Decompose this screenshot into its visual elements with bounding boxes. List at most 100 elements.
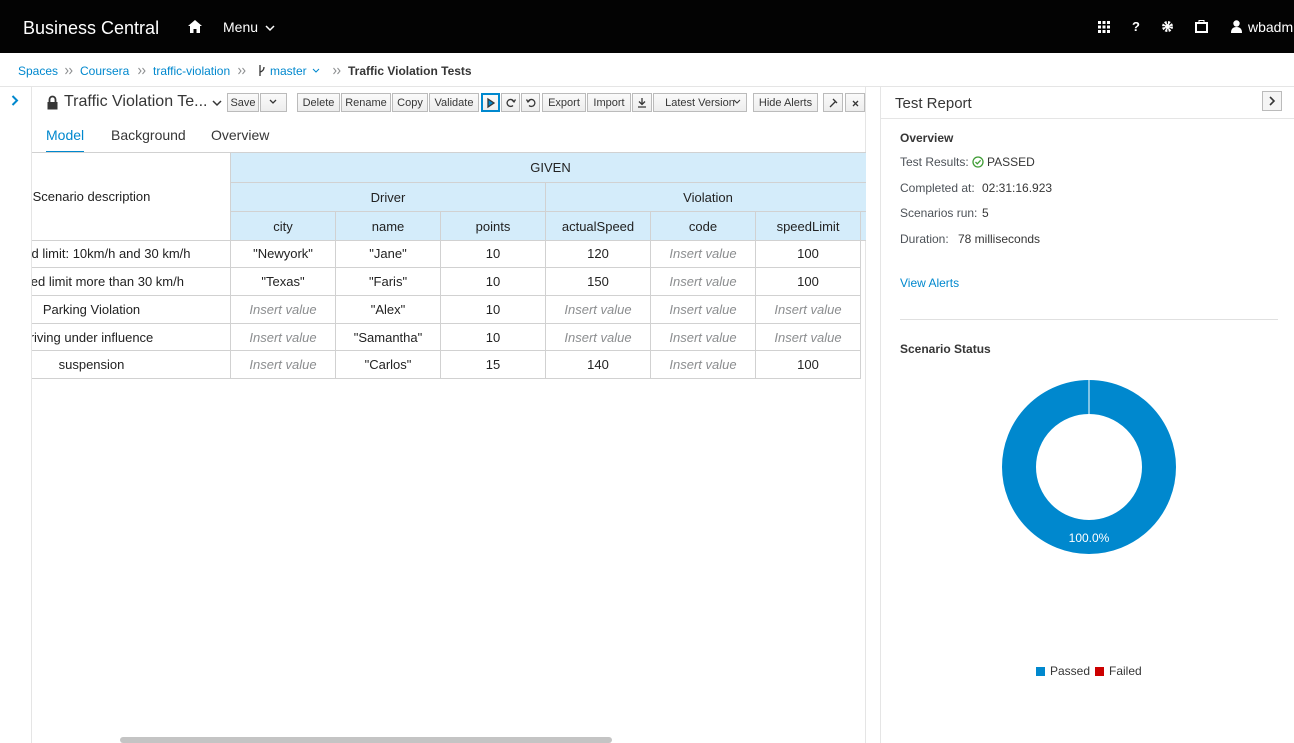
grid-cell[interactable]: "Carlos" — [336, 351, 441, 379]
icon-button[interactable] — [823, 93, 843, 112]
grid-cell[interactable]: "Faris" — [336, 268, 441, 296]
home-icon[interactable] — [188, 20, 202, 33]
group-header[interactable]: Driver — [231, 183, 546, 212]
grid-cell[interactable]: Insert value — [231, 351, 336, 379]
grid-cell[interactable]: "Newyork" — [231, 240, 336, 268]
grid-cell[interactable]: 10 — [441, 296, 546, 324]
title-caret[interactable] — [212, 99, 222, 107]
grid-cell[interactable]: "Texas" — [231, 268, 336, 296]
toolbar-button[interactable]: Export — [542, 93, 586, 112]
collapse-button[interactable] — [1262, 91, 1282, 111]
menu-label[interactable]: Menu — [223, 19, 259, 35]
toolbar-button[interactable]: Validate — [429, 93, 479, 112]
column-header[interactable]: name — [336, 212, 441, 241]
tab[interactable]: Background — [111, 127, 186, 143]
breadcrumb-link[interactable]: Spaces — [18, 64, 59, 78]
description-cell[interactable]: Parking Violation — [32, 296, 231, 324]
icon-button[interactable] — [845, 93, 865, 112]
toolbar-button[interactable]: Import — [587, 93, 631, 112]
toolbar-button[interactable]: Hide Alerts — [753, 93, 818, 112]
breadcrumb-link[interactable]: Coursera — [80, 64, 130, 78]
grid-cell[interactable]: Insert value — [651, 240, 756, 268]
toolbar-button[interactable]: Latest Version — [653, 93, 747, 112]
grid-cell[interactable]: Insert value — [231, 296, 336, 324]
legend-label[interactable]: Passed — [1050, 664, 1091, 678]
description-header[interactable]: Scenario description — [32, 153, 231, 241]
grid-cell[interactable]: 10 — [441, 268, 546, 296]
legend-swatch[interactable] — [1036, 667, 1045, 676]
view-alerts[interactable]: View Alerts — [900, 276, 960, 290]
breadcrumb-current: Traffic Violation Tests — [348, 64, 472, 78]
grid-cell[interactable]: "Jane" — [336, 240, 441, 268]
tasks-icon[interactable] — [1195, 20, 1208, 33]
toolbar-button[interactable]: Rename — [341, 93, 391, 112]
grid-cell[interactable]: Insert value — [756, 296, 861, 324]
grid-cell[interactable]: 15 — [441, 351, 546, 379]
grid-cell[interactable]: Insert value — [546, 296, 651, 324]
toolbar-button[interactable]: Save — [227, 93, 259, 112]
icon-button[interactable] — [501, 93, 520, 112]
column-header[interactable]: points — [441, 212, 546, 241]
grid-cell[interactable]: 100 — [756, 268, 861, 296]
separator — [238, 67, 246, 75]
caret[interactable] — [733, 99, 741, 105]
description-cell[interactable]: riving under influence — [32, 324, 231, 351]
report-panel: Test Report Overview Test Results: PASSED… — [880, 87, 1294, 743]
grid-cell[interactable]: Insert value — [651, 324, 756, 351]
help[interactable]: ? — [1132, 19, 1140, 34]
expand-icon[interactable] — [11, 95, 19, 106]
grid-cell[interactable]: Insert value — [756, 324, 861, 351]
user-name[interactable]: wbadm — [1248, 19, 1294, 35]
tab[interactable]: Overview — [211, 127, 270, 143]
grid-cell[interactable]: Insert value — [651, 351, 756, 379]
icon-button[interactable] — [260, 93, 287, 112]
toolbar-button[interactable]: Delete — [297, 93, 340, 112]
menu[interactable]: Menu — [223, 19, 275, 35]
grid-cell[interactable]: Insert value — [651, 268, 756, 296]
branch-icon — [259, 65, 265, 76]
grid-cell[interactable]: "Alex" — [336, 296, 441, 324]
field-label: Test Results: — [900, 155, 969, 169]
column-header[interactable]: city — [231, 212, 336, 241]
column-header[interactable]: code — [651, 212, 756, 241]
icon-button[interactable] — [521, 93, 540, 112]
section-header[interactable]: GIVEN — [231, 153, 866, 183]
legend-label[interactable]: Failed — [1109, 664, 1142, 678]
settings-icon[interactable] — [1161, 20, 1174, 33]
breadcrumb-link[interactable]: master — [270, 64, 307, 78]
grid-cell[interactable]: 120 — [546, 240, 651, 268]
grid-cell[interactable]: Insert value — [651, 296, 756, 324]
grid-cell[interactable]: 150 — [546, 268, 651, 296]
group-header[interactable]: Violation — [546, 183, 866, 212]
branch-caret[interactable] — [312, 68, 320, 74]
apps-icon[interactable] — [1098, 21, 1110, 33]
tab[interactable]: Model — [46, 127, 85, 143]
description-cell[interactable]: e speed limit: 10km/h and 30 km/h — [32, 240, 231, 268]
grid-cell[interactable]: "Samantha" — [336, 324, 441, 351]
description-cell[interactable]: e speed limit more than 30 km/h — [32, 268, 231, 296]
field-value: 78 milliseconds — [958, 232, 1041, 246]
icon-glyph — [506, 98, 516, 107]
icon-button[interactable] — [481, 93, 500, 112]
donut-slice[interactable] — [1002, 380, 1176, 554]
grid-cell[interactable]: 10 — [441, 240, 546, 268]
description-cell[interactable]: suspension — [32, 351, 231, 379]
grid-cell[interactable]: Insert value — [231, 324, 336, 351]
grid-cell[interactable]: Insert value — [546, 324, 651, 351]
grid-cell[interactable]: 100 — [756, 240, 861, 268]
scrollbar[interactable] — [120, 737, 612, 743]
grid-cell[interactable]: 100 — [756, 351, 861, 379]
breadcrumb-link[interactable]: traffic-violation — [153, 64, 231, 78]
user-icon[interactable] — [1231, 20, 1242, 33]
legend-swatch[interactable] — [1095, 667, 1104, 676]
grid-cell[interactable]: 10 — [441, 324, 546, 351]
toolbar-button[interactable]: Copy — [392, 93, 428, 112]
grid-cell[interactable]: 140 — [546, 351, 651, 379]
icon-button[interactable] — [632, 93, 652, 112]
brand[interactable]: Business Central — [23, 18, 160, 38]
report-divider — [881, 118, 1294, 119]
column-header[interactable]: actualSpeed — [546, 212, 651, 241]
column-header[interactable]: speedLimit — [756, 212, 861, 241]
branch-glyph — [259, 65, 265, 76]
separator — [333, 67, 341, 75]
